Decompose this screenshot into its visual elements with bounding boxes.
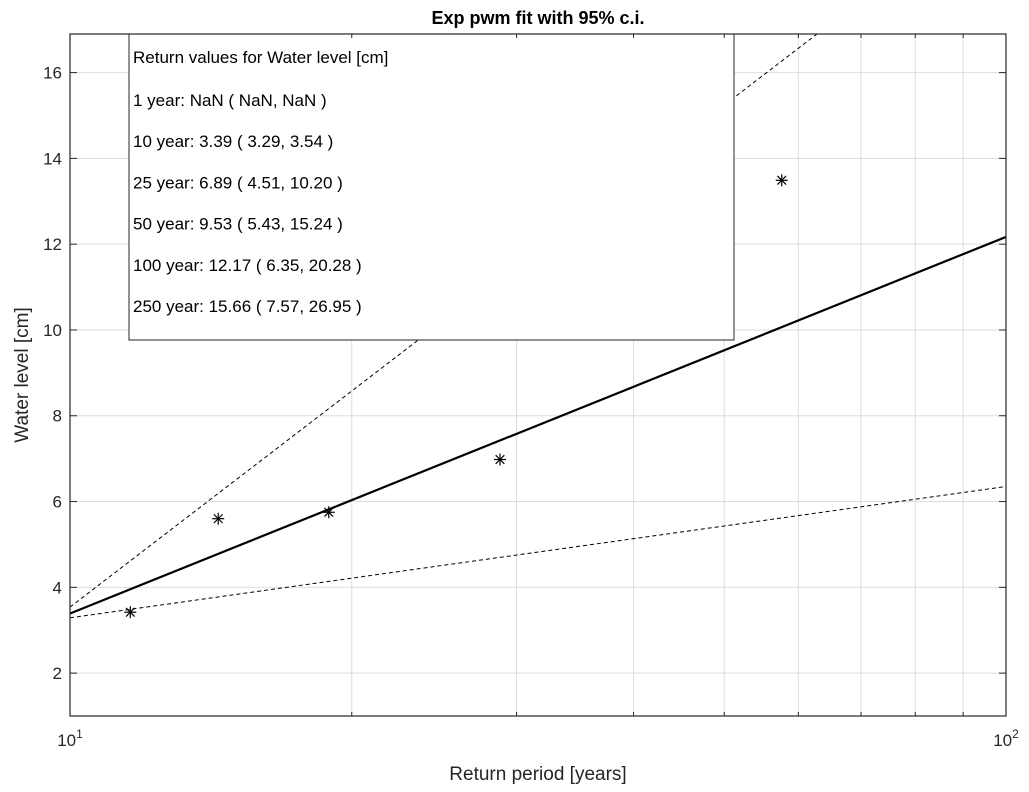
plot-frame: [69, 33, 1007, 717]
y-tick-label: 14: [43, 149, 62, 168]
ticks-layer: 2 4 6 8 10 12 14 16 101 102: [43, 34, 1019, 750]
data-point-asterisk: [124, 606, 137, 619]
fit-line: [70, 235, 1006, 615]
y-tick-label: 8: [53, 407, 62, 426]
x-tick-label: 102: [993, 727, 1019, 750]
annotation-line: 100 year: 12.17 ( 6.35, 20.28 ): [133, 256, 362, 275]
annotation-header: Return values for Water level [cm]: [133, 48, 388, 67]
annotation-line: 10 year: 3.39 ( 3.29, 3.54 ): [133, 132, 333, 151]
y-tick-label: 16: [43, 64, 62, 83]
data-point-asterisk: [493, 453, 506, 466]
annotation-box: Return values for Water level [cm] 1 year…: [128, 33, 735, 341]
y-axis-label: Water level [cm]: [12, 307, 33, 443]
y-tick-label: 10: [43, 321, 62, 340]
annotation-line: 250 year: 15.66 ( 7.57, 26.95 ): [133, 297, 362, 316]
y-tick-label: 12: [43, 235, 62, 254]
annotation-box-frame: [128, 33, 735, 341]
x-axis-label: Return period [years]: [449, 764, 626, 785]
data-point-asterisk: [775, 174, 788, 187]
chart-title: Exp pwm fit with 95% c.i.: [431, 8, 644, 28]
annotation-line: 50 year: 9.53 ( 5.43, 15.24 ): [133, 215, 343, 234]
y-tick-label: 2: [53, 664, 62, 683]
confidence-bound-line: [70, 486, 1006, 619]
y-tick-label: 4: [53, 578, 62, 597]
annotation-line: 25 year: 6.89 ( 4.51, 10.20 ): [133, 173, 343, 192]
annotation-line: 1 year: NaN ( NaN, NaN ): [133, 91, 327, 110]
x-tick-label: 101: [57, 727, 83, 750]
data-point-asterisk: [212, 512, 225, 525]
y-tick-label: 6: [53, 493, 62, 512]
